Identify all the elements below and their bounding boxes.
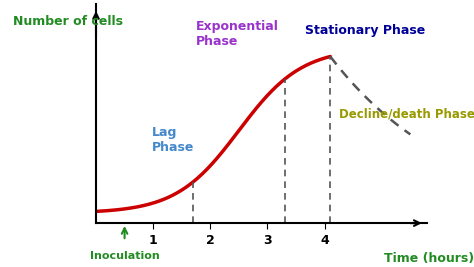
Text: Time (hours): Time (hours) bbox=[384, 252, 474, 265]
Text: Number of cells: Number of cells bbox=[13, 15, 123, 28]
Text: Exponential
Phase: Exponential Phase bbox=[196, 20, 279, 48]
Text: Stationary Phase: Stationary Phase bbox=[305, 24, 425, 37]
Text: Inoculation: Inoculation bbox=[90, 251, 159, 261]
Text: Decline/death Phase: Decline/death Phase bbox=[339, 107, 474, 120]
Text: Lag
Phase: Lag Phase bbox=[152, 125, 194, 154]
